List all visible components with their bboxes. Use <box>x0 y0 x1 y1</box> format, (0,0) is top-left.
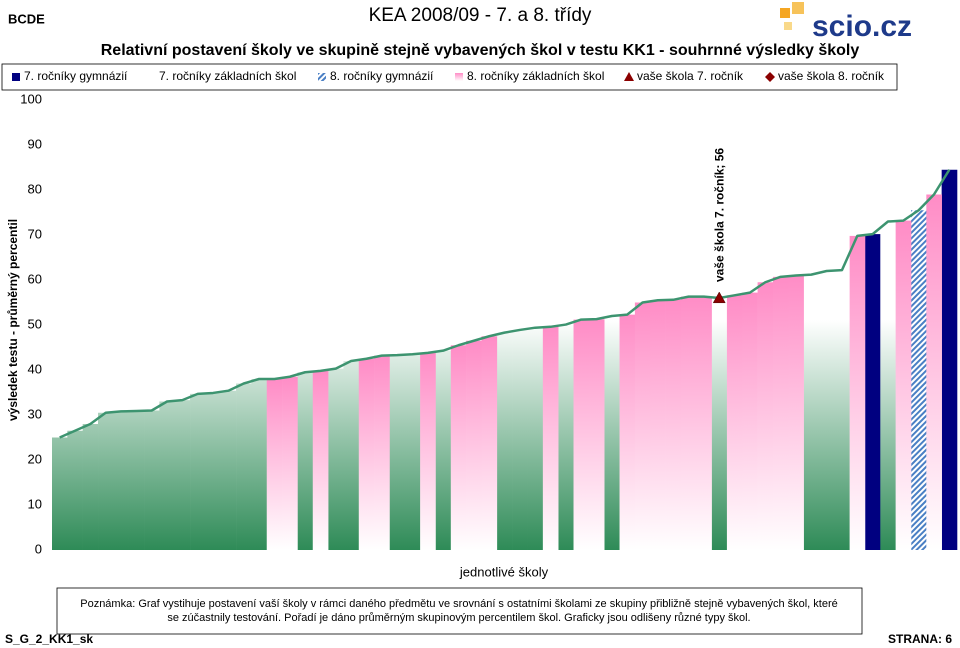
bar <box>788 275 804 550</box>
note-line: se zúčastnily testování. Pořadí je dáno … <box>167 612 750 624</box>
chart-title: Relativní postavení školy ve skupině ste… <box>101 42 860 59</box>
legend-label: vaše škola 8. ročník <box>778 69 885 83</box>
bar <box>880 221 896 550</box>
y-tick-label: 90 <box>28 136 42 151</box>
y-tick-label: 80 <box>28 181 42 196</box>
note-line: Poznámka: Graf vystihuje postavení vaší … <box>80 598 838 610</box>
logo: scio.cz <box>780 2 912 43</box>
bar <box>251 379 268 550</box>
bar <box>619 314 636 550</box>
bar <box>665 299 682 550</box>
x-axis-label: jednotlivé školy <box>459 564 549 579</box>
legend-swatch <box>12 73 20 81</box>
logo-text: scio.cz <box>812 10 912 43</box>
bar <box>128 410 145 550</box>
y-axis-label: výsledek testu - průměrný percentil <box>6 219 20 421</box>
bar <box>174 400 191 550</box>
bar <box>466 340 482 550</box>
bar <box>374 355 390 550</box>
bar <box>895 220 912 550</box>
legend-marker <box>624 72 634 81</box>
bar <box>772 276 789 550</box>
legend-label: 7. ročníky gymnázií <box>24 69 128 83</box>
footer-left: S_G_2_KK1_sk <box>5 632 93 646</box>
legend-swatch <box>147 73 155 81</box>
y-tick-label: 0 <box>35 541 42 556</box>
bar <box>420 352 436 550</box>
bar <box>604 316 620 550</box>
header-title: KEA 2008/09 - 7. a 8. třídy <box>369 5 592 26</box>
bar <box>757 282 774 550</box>
legend-box <box>1 63 898 91</box>
bar <box>312 370 329 550</box>
legend-swatch <box>318 73 326 81</box>
y-tick-label: 40 <box>28 361 42 376</box>
y-tick-label: 10 <box>28 496 42 511</box>
legend-label: 8. ročníky gymnázií <box>330 69 434 83</box>
bar <box>266 379 283 550</box>
legend-label: 7. ročníky základních škol <box>159 69 296 83</box>
note-box <box>56 587 863 635</box>
bar <box>803 274 820 550</box>
bar <box>588 319 605 550</box>
bar <box>82 424 99 550</box>
y-tick-label: 50 <box>28 316 42 331</box>
legend-swatch <box>455 73 463 81</box>
bar <box>358 358 375 550</box>
bar <box>542 326 559 550</box>
bar <box>650 300 666 550</box>
bar <box>297 372 314 550</box>
y-tick-label: 70 <box>28 226 42 241</box>
bar <box>696 296 712 550</box>
bar <box>573 319 590 550</box>
bar <box>711 298 728 550</box>
bar <box>726 295 743 550</box>
y-tick-label: 20 <box>28 451 42 466</box>
bar <box>159 401 176 550</box>
bar <box>205 392 222 550</box>
bar <box>282 376 298 550</box>
trend-line <box>59 169 951 439</box>
legend-label: vaše škola 7. ročník <box>637 69 744 83</box>
bar <box>67 430 83 550</box>
bar <box>864 234 881 550</box>
bar <box>834 270 850 550</box>
bar <box>481 336 498 550</box>
bar <box>512 329 528 550</box>
bar <box>496 332 513 550</box>
bar <box>680 296 697 550</box>
bar <box>634 302 651 550</box>
code: BCDE <box>8 11 45 26</box>
footer-right: STRANA: 6 <box>888 632 952 646</box>
legend-marker <box>765 72 775 82</box>
y-tick-label: 100 <box>20 91 42 106</box>
bar <box>113 411 129 550</box>
bar <box>220 390 237 550</box>
bar <box>818 271 835 550</box>
bar <box>926 194 942 550</box>
bar <box>450 345 467 550</box>
data-label: vaše škola 7. ročník; 56 <box>712 148 726 282</box>
bar <box>849 235 866 550</box>
y-tick-label: 30 <box>28 406 42 421</box>
bar <box>435 350 452 550</box>
bar <box>236 383 252 550</box>
bar <box>910 210 927 550</box>
bar <box>52 437 68 550</box>
bar <box>404 354 421 550</box>
legend-label: 8. ročníky základních škol <box>467 69 604 83</box>
bar <box>343 361 360 550</box>
bar <box>144 410 160 550</box>
bar <box>558 324 574 550</box>
bar <box>190 393 206 550</box>
bar <box>941 169 958 550</box>
bar <box>389 355 406 550</box>
bar <box>328 368 344 550</box>
school-marker <box>712 291 726 304</box>
bar <box>527 327 544 550</box>
bar <box>742 292 758 550</box>
bar <box>98 412 114 550</box>
y-tick-label: 60 <box>28 271 42 286</box>
